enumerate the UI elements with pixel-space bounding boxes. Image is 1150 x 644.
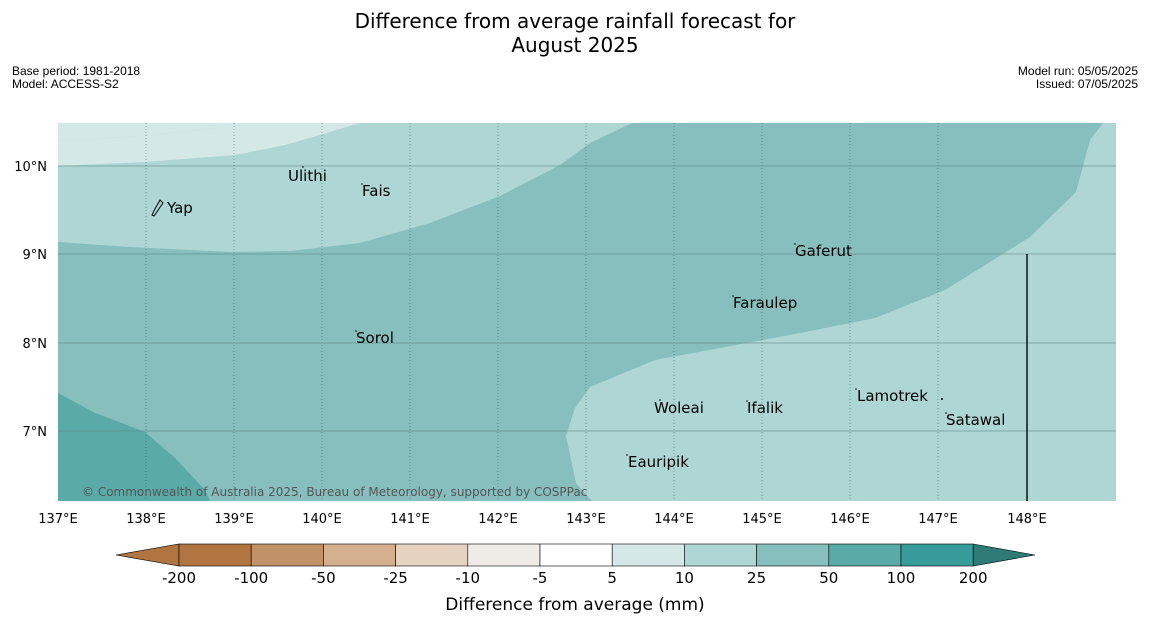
colorbar-segment (900, 543, 974, 567)
lat-label: 10°N (14, 160, 47, 175)
lon-label: 137°E (38, 512, 78, 527)
island-dot (302, 166, 304, 168)
lon-label: 145°E (742, 512, 782, 527)
colorbar-segment (178, 543, 252, 567)
lon-label: 141°E (390, 512, 430, 527)
colorbar-segment (756, 543, 830, 567)
region-50-100 (58, 393, 210, 501)
place-label-lamotrek: Lamotrek (857, 387, 928, 405)
island-dot (361, 183, 363, 185)
island-dot (945, 412, 947, 414)
region-5-10-b (58, 123, 360, 166)
meta-left: Base period: 1981-2018 Model: ACCESS-S2 (12, 65, 140, 91)
meta-right: Model run: 05/05/2025 Issued: 07/05/2025 (1018, 65, 1138, 91)
lon-label: 146°E (830, 512, 870, 527)
colorbar-segment (395, 543, 469, 567)
lat-label: 7°N (23, 425, 48, 440)
colorbar-tick-label: 5 (607, 569, 617, 587)
colorbar-segment (250, 543, 324, 567)
colorbar-extend-low (115, 543, 180, 567)
place-label-eauripik: Eauripik (628, 453, 689, 471)
issued-date: Issued: 07/05/2025 (1035, 77, 1138, 91)
colorbar-segment (467, 543, 541, 567)
place-label-satawal: Satawal (946, 411, 1005, 429)
place-label-yap: Yap (166, 199, 193, 217)
colorbar-tick-label: -5 (533, 569, 548, 587)
island-dot (732, 295, 734, 297)
colorbar-tick-label: -100 (234, 569, 268, 587)
region-5-10 (58, 123, 235, 141)
colorbar-segment (539, 543, 613, 567)
lon-label: 143°E (566, 512, 606, 527)
lat-label: 9°N (23, 248, 48, 263)
island-dot (355, 330, 357, 332)
colorbar-segment (611, 543, 685, 567)
colorbar-tick-label: -50 (311, 569, 336, 587)
colorbar: -200 -100 -50 -25 -10 -5 5 10 25 50 100 200 (115, 543, 1036, 587)
colorbar-tick-label: 10 (675, 569, 694, 587)
colorbar-title: Difference from average (mm) (445, 595, 704, 615)
island-dot (746, 400, 748, 402)
colorbar-tick-label: 100 (887, 569, 916, 587)
place-label-faraulep: Faraulep (733, 294, 797, 312)
place-label-sorol: Sorol (356, 329, 394, 347)
place-label-ifalik: Ifalik (747, 399, 783, 417)
lon-label: 148°E (1007, 512, 1047, 527)
colorbar-tick-label: -10 (456, 569, 481, 587)
colorbar-tick-label: -25 (383, 569, 408, 587)
island-dot (941, 398, 943, 400)
map-title: Difference from average rainfall forecas… (0, 9, 1150, 57)
model-run: Model run: 05/05/2025 (1017, 64, 1138, 78)
colorbar-segment (323, 543, 396, 567)
colorbar-segment (828, 543, 902, 567)
colorbar-tick-label: 200 (959, 569, 988, 587)
island-dot (794, 243, 796, 245)
base-period: Base period: 1981-2018 (12, 64, 141, 78)
colorbar-tick-label: -200 (162, 569, 196, 587)
title-line-2: August 2025 (511, 33, 639, 57)
lon-label: 142°E (478, 512, 518, 527)
model-name: Model: ACCESS-S2 (12, 77, 119, 91)
rainfall-map (58, 123, 1116, 501)
lon-label: 144°E (654, 512, 694, 527)
lon-label: 140°E (302, 512, 342, 527)
place-label-ulithi: Ulithi (288, 167, 327, 185)
grid (145, 123, 939, 501)
copyright-notice: © Commonwealth of Australia 2025, Bureau… (82, 485, 587, 499)
lon-label: 147°E (918, 512, 958, 527)
colorbar-extend-high (972, 543, 1036, 567)
place-label-gaferut: Gaferut (795, 242, 852, 260)
lon-label: 138°E (126, 512, 166, 527)
place-label-fais: Fais (362, 182, 391, 200)
title-line-1: Difference from average rainfall forecas… (354, 9, 796, 33)
region-25-50 (58, 123, 1103, 501)
lat-label: 8°N (23, 337, 48, 352)
lat-grid (58, 165, 1116, 432)
island-dot (659, 399, 661, 401)
island-dot (855, 388, 857, 390)
colorbar-segment (684, 543, 757, 567)
lon-label: 139°E (214, 512, 254, 527)
colorbar-tick-label: 50 (819, 569, 838, 587)
colorbar-tick-label: 25 (747, 569, 766, 587)
yap-island-shape (151, 199, 164, 217)
island-dot (626, 454, 628, 456)
place-label-woleai: Woleai (654, 399, 704, 417)
